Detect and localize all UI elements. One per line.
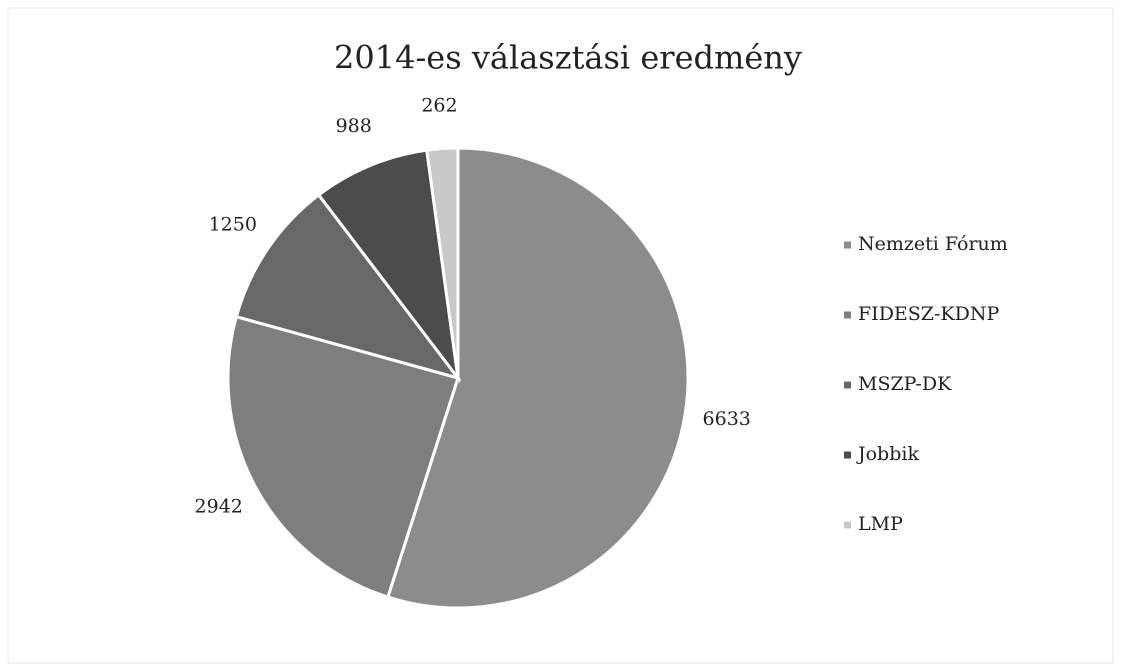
data-label: 988 — [336, 115, 372, 137]
legend-label: Jobbik — [856, 443, 919, 465]
legend-swatch — [844, 381, 851, 389]
data-label: 6633 — [703, 408, 751, 430]
data-label: 1250 — [209, 214, 257, 236]
pie-slice — [316, 148, 461, 384]
data-label: 2942 — [195, 495, 243, 517]
legend-label: LMP — [858, 513, 903, 535]
legend-swatch — [844, 241, 851, 249]
legend-label: MSZP-DK — [858, 373, 952, 395]
pie-slice — [425, 146, 460, 379]
legend-swatch — [844, 521, 851, 529]
legend-swatch — [844, 451, 851, 459]
pie-slice — [385, 146, 690, 610]
legend-label: Nemzeti Fórum — [858, 233, 1008, 255]
legend-label: FIDESZ-KDNP — [858, 303, 999, 325]
chart-title: 2014-es választási eredmény — [334, 39, 802, 77]
legend-swatch — [844, 311, 851, 319]
data-label: 262 — [421, 95, 457, 117]
pie-slice — [234, 192, 462, 381]
pie-slice — [226, 314, 460, 599]
